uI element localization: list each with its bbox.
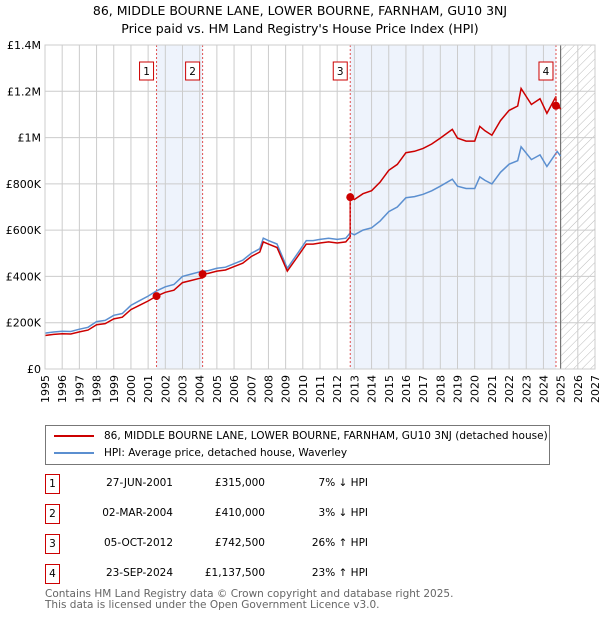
x-tick-label: 1997	[73, 375, 86, 403]
x-tick-label: 2025	[555, 375, 568, 403]
legend-label-hpi: HPI: Average price, detached house, Wave…	[104, 447, 348, 459]
sale-hpi-diff: 26% ↑ HPI	[311, 537, 368, 549]
y-tick-label: £400K	[6, 270, 42, 283]
x-tick-label: 2001	[142, 375, 155, 403]
x-tick-label: 2010	[297, 375, 310, 403]
sale-label: 1	[143, 66, 150, 78]
x-tick-label: 2027	[589, 375, 600, 403]
sale-hpi-diff: 23% ↑ HPI	[311, 567, 368, 579]
x-tick-label: 2005	[211, 375, 224, 403]
x-tick-label: 2003	[177, 375, 190, 403]
sale-row: 4 23-SEP-2024 £1,137,500 23% ↑ HPI	[45, 564, 385, 584]
x-tick-label: 2011	[314, 375, 327, 403]
x-tick-label: 2024	[537, 375, 550, 403]
sale-row: 1 27-JUN-2001 £315,000 7% ↓ HPI	[45, 474, 385, 494]
footer: Contains HM Land Registry data © Crown c…	[45, 589, 453, 611]
x-tick-label: 2013	[348, 375, 361, 403]
sale-hpi-diff: 3% ↓ HPI	[318, 507, 368, 519]
sale-number-badge: 4	[45, 564, 60, 584]
sale-date: 02-MAR-2004	[102, 507, 173, 519]
x-tick-label: 2017	[417, 375, 430, 403]
y-tick-label: £1.2M	[7, 85, 41, 98]
sale-price: £315,000	[214, 477, 265, 489]
x-tick-label: 2002	[159, 375, 172, 403]
plot-border	[44, 44, 596, 370]
sale-row: 2 02-MAR-2004 £410,000 3% ↓ HPI	[45, 504, 385, 524]
sale-label: 4	[543, 66, 550, 78]
legend-swatch-hpi	[54, 452, 94, 454]
y-tick-label: £0	[27, 363, 41, 376]
sale-date: 23-SEP-2024	[105, 567, 173, 579]
x-tick-label: 1996	[56, 375, 69, 403]
x-tick-label: 1995	[39, 375, 52, 403]
sale-point	[551, 101, 560, 110]
sale-number-badge: 2	[45, 504, 60, 524]
legend-label-price: 86, MIDDLE BOURNE LANE, LOWER BOURNE, FA…	[104, 430, 548, 442]
x-tick-label: 2008	[262, 375, 275, 403]
sale-price: £1,137,500	[204, 567, 265, 579]
y-tick-label: £1M	[18, 132, 42, 145]
x-tick-label: 2016	[400, 375, 413, 403]
ownership-shade	[350, 45, 556, 369]
sale-row: 3 05-OCT-2012 £742,500 26% ↑ HPI	[45, 534, 385, 554]
sale-number-badge: 1	[45, 474, 60, 494]
sale-hpi-diff: 7% ↓ HPI	[318, 477, 368, 489]
price-line	[44, 86, 562, 337]
sale-label-box	[185, 61, 201, 81]
sale-point	[198, 270, 207, 279]
x-tick-label: 2009	[280, 375, 293, 403]
x-tick-label: 2022	[503, 375, 516, 403]
sale-label: 3	[337, 66, 344, 78]
x-tick-label: 2019	[452, 375, 465, 403]
x-tick-label: 2012	[331, 375, 344, 403]
x-tick-label: 2026	[572, 375, 585, 403]
legend: 86, MIDDLE BOURNE LANE, LOWER BOURNE, FA…	[45, 425, 550, 465]
sale-label: 2	[189, 66, 196, 78]
y-tick-label: £600K	[6, 224, 42, 237]
hpi-line	[44, 145, 562, 334]
sale-price: £742,500	[214, 537, 265, 549]
x-tick-label: 2000	[125, 375, 138, 403]
legend-swatch-price	[54, 435, 94, 437]
x-tick-label: 1998	[91, 375, 104, 403]
sale-point	[346, 193, 355, 202]
sale-date: 05-OCT-2012	[104, 537, 173, 549]
sale-point	[152, 292, 161, 301]
ownership-shade	[156, 45, 203, 369]
sale-number-badge: 3	[45, 534, 60, 554]
sale-label-box	[139, 61, 155, 81]
x-tick-label: 2014	[366, 375, 379, 403]
y-tick-label: £200K	[6, 317, 42, 330]
x-tick-label: 2020	[469, 375, 482, 403]
sale-label-box	[332, 61, 348, 81]
x-tick-label: 2018	[434, 375, 447, 403]
x-tick-label: 2006	[228, 375, 241, 403]
sale-price: £410,000	[214, 507, 265, 519]
sale-date: 27-JUN-2001	[106, 477, 173, 489]
sale-label-box	[538, 61, 554, 81]
plot-area: 1995 1996 1997 1998 1999 2000 2001 2002 2003 2004…	[6, 39, 600, 403]
y-tick-label: £800K	[6, 178, 42, 191]
chart-subtitle: Price paid vs. HM Land Registry's House …	[121, 21, 479, 36]
x-tick-label: 2015	[383, 375, 396, 403]
x-tick-label: 2021	[486, 375, 499, 403]
footer-line-2: This data is licensed under the Open Gov…	[45, 599, 380, 611]
chart-title: 86, MIDDLE BOURNE LANE, LOWER BOURNE, FA…	[92, 3, 508, 18]
y-tick-label: £1.4M	[7, 39, 41, 52]
x-tick-label: 2004	[194, 375, 207, 403]
footer-line-1: Contains HM Land Registry data © Crown c…	[45, 588, 454, 600]
x-tick-label: 2007	[245, 375, 258, 403]
x-tick-label: 2023	[520, 375, 533, 403]
legend-item-hpi: HPI: Average price, detached house, Wave…	[54, 447, 347, 459]
x-tick-label: 1999	[108, 375, 121, 403]
legend-item-price: 86, MIDDLE BOURNE LANE, LOWER BOURNE, FA…	[54, 430, 548, 442]
